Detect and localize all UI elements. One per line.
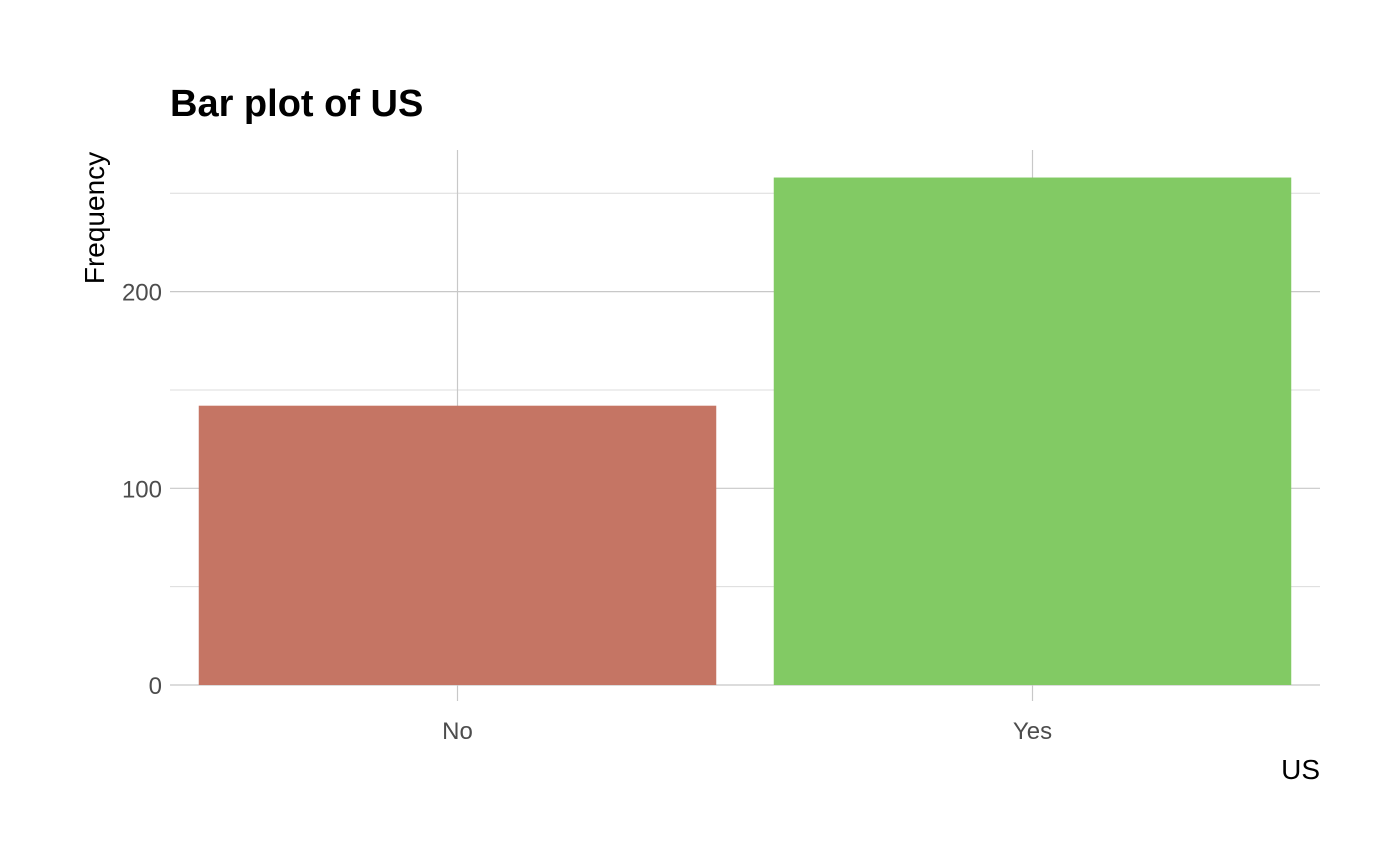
x-axis-title: US <box>1281 754 1320 785</box>
y-tick-label: 200 <box>122 280 162 307</box>
bar-yes <box>773 177 1292 686</box>
x-tick-label: No <box>442 718 473 745</box>
bar-no <box>198 405 717 685</box>
x-tick-label: Yes <box>1013 718 1052 745</box>
y-tick-labels: 0 100 200 <box>122 280 162 700</box>
y-tick-label: 0 <box>149 673 162 700</box>
bars <box>198 177 1292 686</box>
chart-title: Bar plot of US <box>170 83 423 125</box>
y-tick-label: 100 <box>122 476 162 503</box>
x-tick-labels: No Yes <box>442 718 1052 745</box>
y-axis-title: Frequency <box>79 152 110 284</box>
